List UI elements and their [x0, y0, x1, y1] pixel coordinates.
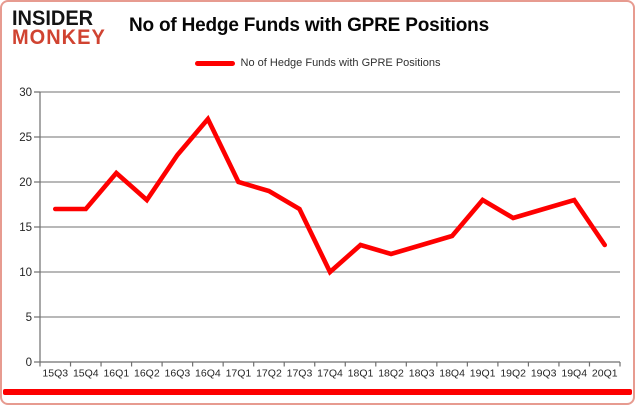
x-tick-label: 19Q2: [500, 368, 526, 380]
y-tick-label: 5: [26, 312, 32, 324]
y-tick-label: 30: [19, 87, 32, 99]
x-tick-label: 18Q4: [439, 368, 465, 380]
x-tick-label: 17Q3: [287, 368, 313, 380]
x-tick-label: 17Q2: [256, 368, 282, 380]
legend-label: No of Hedge Funds with GPRE Positions: [240, 57, 441, 69]
x-tick-label: 16Q4: [195, 368, 221, 380]
series-line: [52, 114, 608, 276]
x-tick-label: 18Q2: [378, 368, 404, 380]
legend: No of Hedge Funds with GPRE Positions: [2, 57, 633, 69]
y-tick-label: 25: [19, 132, 32, 144]
logo-text-insider: INSIDER: [12, 6, 94, 31]
y-tick-label: 10: [19, 267, 32, 279]
x-tick-label: 18Q1: [348, 368, 374, 380]
x-tick-label: 15Q3: [42, 368, 68, 380]
bottom-accent-bar: [3, 389, 632, 395]
x-tick-label: 20Q1: [592, 368, 618, 380]
x-tick-label: 19Q4: [561, 368, 587, 380]
y-tick-label: 20: [19, 177, 32, 189]
y-tick-label: 0: [26, 357, 32, 369]
x-tick-label: 16Q3: [165, 368, 191, 380]
logo-text-monkey: MONKEY: [12, 25, 106, 50]
y-tick-label: 15: [19, 222, 32, 234]
legend-line-swatch: [194, 60, 235, 66]
x-tick-label: 15Q4: [73, 368, 99, 380]
x-tick-label: 19Q1: [470, 368, 496, 380]
x-tick-label: 16Q1: [103, 368, 129, 380]
x-tick-label: 17Q4: [317, 368, 343, 380]
x-tick-label: 17Q1: [226, 368, 252, 380]
x-tick-label: 19Q3: [531, 368, 557, 380]
insider-monkey-logo: INSIDER MONKEY: [12, 6, 106, 50]
x-tick-label: 18Q3: [409, 368, 435, 380]
page-title: No of Hedge Funds with GPRE Positions: [129, 15, 489, 36]
x-tick-label: 16Q2: [134, 368, 160, 380]
